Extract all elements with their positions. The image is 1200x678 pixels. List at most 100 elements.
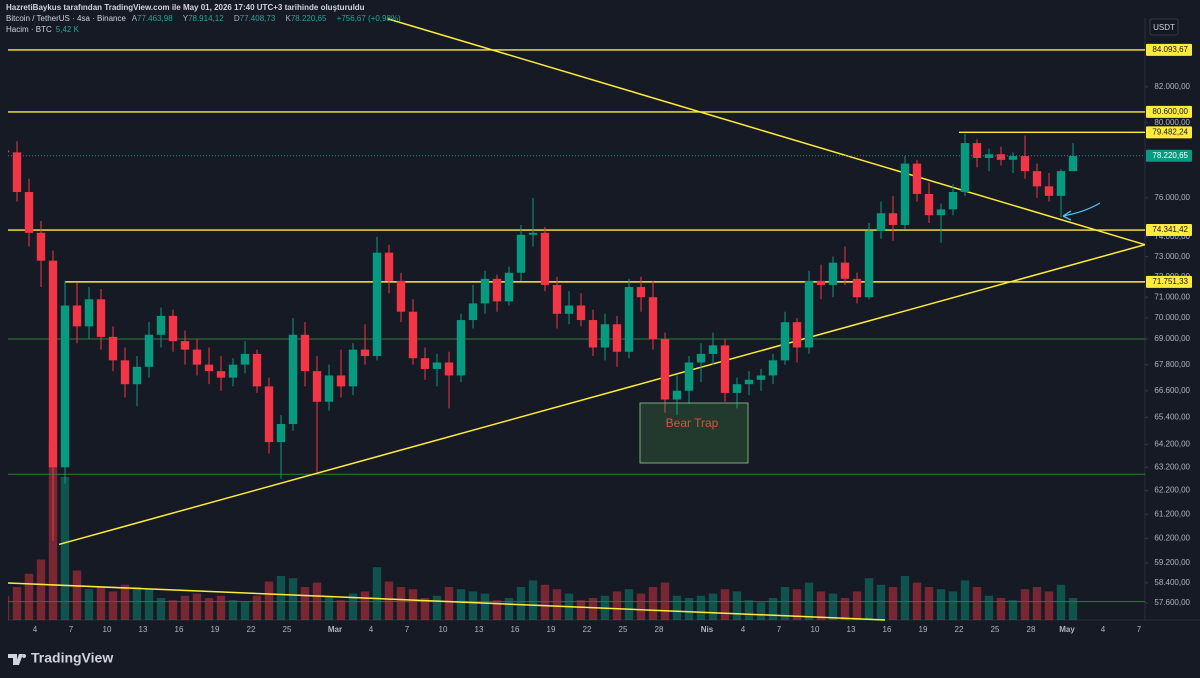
candle-body — [708, 345, 718, 354]
candle-body — [876, 213, 886, 231]
volume-bar — [252, 595, 262, 620]
x-tick-label: 10 — [103, 625, 112, 634]
candle-body — [288, 334, 298, 425]
candle-body — [960, 143, 970, 193]
bear-trap-box — [639, 402, 749, 464]
candle-body — [600, 324, 610, 348]
volume-bar — [900, 576, 910, 620]
y-tick-label: 71.000,00 — [1154, 292, 1190, 301]
x-tick-label: 16 — [175, 625, 184, 634]
x-tick-label: 28 — [1027, 625, 1036, 634]
volume-bar — [120, 584, 130, 620]
volume-bar — [432, 595, 442, 620]
y-tick-label: 58.400,00 — [1154, 578, 1190, 587]
candle-body — [660, 339, 670, 400]
attribution: HazretiBaykus tarafından TradingView.com… — [6, 3, 365, 12]
volume-bar — [288, 578, 298, 620]
y-tick-label: 65.400,00 — [1154, 412, 1190, 421]
volume-bar — [780, 587, 790, 620]
ohlc-value: 78.914,12 — [188, 14, 224, 23]
candle-body — [720, 345, 730, 393]
volume-bar — [36, 559, 46, 620]
volume-bar — [984, 595, 994, 620]
x-tick-label: 7 — [777, 625, 782, 634]
volume-bar — [840, 598, 850, 620]
level-label-box — [1146, 275, 1192, 288]
candle-body — [492, 278, 502, 302]
currency-box — [1149, 18, 1179, 36]
candle-body — [276, 424, 286, 443]
volume-bar — [876, 584, 886, 620]
x-tick-label: 10 — [439, 625, 448, 634]
candle-body — [588, 320, 598, 348]
volume-bar — [756, 602, 766, 620]
trendline — [387, 18, 1145, 246]
y-tick-label: 67.800,00 — [1154, 360, 1190, 369]
candle-body — [228, 364, 238, 378]
volume-bar — [504, 598, 514, 620]
candle-body — [72, 305, 82, 327]
ohlc: Y78.914,12 — [183, 14, 228, 23]
logo-mark — [8, 654, 27, 665]
volume-bar — [264, 581, 274, 620]
level-label: 74.341,42 — [1152, 225, 1188, 234]
candle-body — [780, 322, 790, 361]
x-tick-label: 19 — [547, 625, 556, 634]
volume-value: 5,42 K — [55, 25, 79, 34]
x-tick-label: 7 — [1137, 625, 1142, 634]
volume-bar — [156, 598, 166, 620]
volume-bar — [1020, 589, 1030, 620]
ohlc: D77.408,73 — [234, 14, 279, 23]
y-tick-label: 73.000,00 — [1154, 252, 1190, 261]
volume-bar — [300, 587, 310, 620]
candle-body — [816, 280, 826, 285]
candle-body — [456, 320, 466, 376]
volume-bar — [1056, 584, 1066, 620]
level-label: 71.751,33 — [1152, 277, 1188, 286]
x-tick-label: 19 — [919, 625, 928, 634]
candle-body — [1056, 171, 1066, 196]
x-tick-label: 16 — [883, 625, 892, 634]
x-tick-label: 25 — [283, 625, 292, 634]
volume-bar — [996, 598, 1006, 620]
volume-bar — [72, 570, 82, 620]
volume-bar — [744, 600, 754, 620]
y-tick-label: 64.200,00 — [1154, 439, 1190, 448]
volume-bar — [972, 587, 982, 620]
candle-body — [156, 315, 166, 335]
x-tick-label: Nis — [701, 625, 714, 634]
candle-body — [648, 297, 658, 340]
volume-bar — [732, 591, 742, 620]
volume-bar — [12, 587, 22, 620]
candle-body — [852, 278, 862, 298]
x-tick-label: 4 — [369, 625, 374, 634]
volume-bar — [360, 591, 370, 620]
candle-body — [888, 213, 898, 225]
candle-body — [1032, 171, 1042, 187]
volume-bar — [372, 567, 382, 620]
candle-body — [1008, 156, 1018, 160]
y-tick-label: 66.600,00 — [1154, 386, 1190, 395]
candle-body — [696, 353, 706, 363]
ohlc-key: A — [131, 14, 138, 23]
change: +756,67 (+0,98%) — [336, 14, 401, 23]
volume-bar — [576, 600, 586, 620]
volume-bar — [444, 587, 454, 620]
candle-body — [840, 262, 850, 279]
candle-body — [336, 375, 346, 387]
y-tick-label: 62.200,00 — [1154, 486, 1190, 495]
volume-label: Hacim · BTC — [6, 25, 52, 34]
volume-bar — [636, 593, 646, 620]
volume-legend: Hacim · BTC 5,42 K — [6, 24, 405, 35]
volume-bar — [612, 591, 622, 620]
volume-bar — [960, 580, 970, 620]
candle-body — [12, 152, 22, 193]
legend: HazretiBaykus tarafından TradingView.com… — [6, 2, 405, 35]
volume-bar — [8, 595, 10, 620]
ohlc: A77.463,98 — [132, 14, 177, 23]
volume-bar — [384, 581, 394, 620]
candle-body — [24, 192, 34, 233]
currency: USDT — [1153, 23, 1175, 32]
price-pane — [8, 18, 1145, 603]
